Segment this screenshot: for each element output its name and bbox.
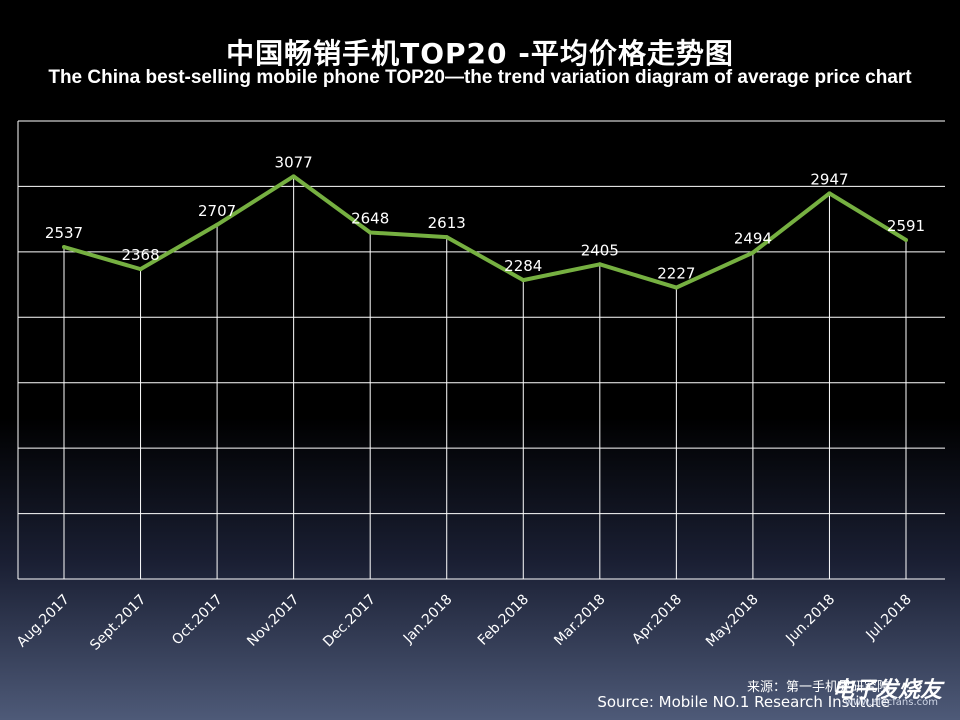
x-tick-label: Nov.2017 bbox=[244, 592, 302, 650]
x-tick-label: Feb.2018 bbox=[475, 592, 532, 649]
data-point bbox=[368, 230, 373, 235]
watermark-url: www.elecfans.com bbox=[844, 697, 938, 708]
data-label: 2227 bbox=[657, 265, 695, 283]
data-label: 3077 bbox=[275, 153, 313, 171]
data-label: 2707 bbox=[198, 202, 236, 220]
x-tick-label: Dec.2017 bbox=[320, 592, 379, 651]
data-label: 2368 bbox=[121, 246, 159, 264]
chart-title: 中国畅销手机TOP20 -平均价格走势图 bbox=[226, 37, 734, 70]
data-point bbox=[827, 191, 832, 196]
data-label: 2613 bbox=[428, 214, 466, 232]
x-tick-label: Oct.2017 bbox=[169, 592, 226, 649]
data-point bbox=[904, 237, 908, 242]
data-label: 2947 bbox=[810, 170, 848, 188]
chart-subtitle: The China best-selling mobile phone TOP2… bbox=[48, 67, 912, 88]
x-tick-label: Sept.2017 bbox=[87, 592, 149, 654]
series-line-avg-price bbox=[63, 174, 908, 290]
data-point bbox=[291, 174, 296, 179]
data-point bbox=[597, 262, 602, 267]
x-tick-label: Jun.2018 bbox=[782, 592, 838, 648]
data-point bbox=[674, 285, 679, 290]
x-tick-label: Apr.2018 bbox=[629, 592, 685, 648]
gridlines bbox=[17, 120, 945, 580]
x-tick-label: Mar.2018 bbox=[551, 592, 608, 649]
source-en-text: Source: Mobile NO.1 Research Institute bbox=[597, 693, 890, 711]
watermark-logo: 电子发烧友 bbox=[831, 677, 942, 703]
data-point bbox=[215, 222, 220, 227]
data-label: 2284 bbox=[504, 257, 542, 275]
data-point bbox=[444, 235, 449, 240]
data-labels: 2537 2368 2707 3077 2648 2613 2284 2405 2227 2494… bbox=[45, 153, 925, 282]
data-point bbox=[138, 267, 143, 272]
data-label: 2537 bbox=[45, 224, 83, 242]
source-cn-text: 来源：第一手机界研究院 bbox=[746, 680, 890, 695]
x-tick-label: May.2018 bbox=[703, 592, 762, 651]
x-tick-label: Jan.2018 bbox=[400, 592, 456, 648]
data-point bbox=[62, 245, 66, 250]
data-points bbox=[62, 174, 908, 290]
data-point bbox=[750, 250, 755, 255]
data-label: 2591 bbox=[887, 217, 925, 235]
x-tick-labels: Aug.2017 Sept.2017 Oct.2017 Nov.2017 Dec.201… bbox=[14, 592, 915, 654]
data-point bbox=[521, 278, 526, 283]
x-tick-label: Aug.2017 bbox=[14, 592, 73, 651]
data-label: 2648 bbox=[351, 209, 389, 227]
data-label: 2405 bbox=[581, 241, 619, 259]
x-tick-label: Jul.2018 bbox=[863, 592, 915, 644]
data-label: 2494 bbox=[734, 230, 772, 248]
